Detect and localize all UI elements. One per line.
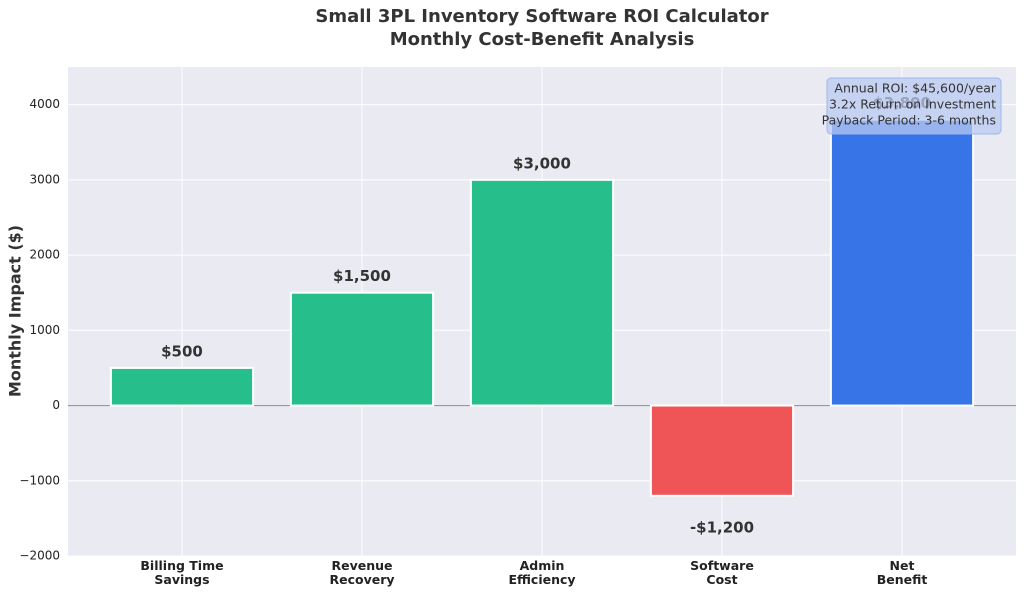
y-tick-label: 2000 bbox=[29, 248, 60, 262]
bar bbox=[109, 366, 255, 407]
x-tick-label-line: Revenue bbox=[331, 558, 392, 573]
bar bbox=[469, 178, 615, 407]
x-tick-label-line: Savings bbox=[154, 572, 209, 587]
x-tick-label: Admin Efficiency bbox=[508, 558, 575, 587]
y-tick-label: 3000 bbox=[29, 172, 60, 186]
bar bbox=[649, 404, 795, 497]
chart-title: Small 3PL Inventory Software ROI Calcula… bbox=[315, 6, 768, 27]
x-tick-label-line: Cost bbox=[706, 572, 737, 587]
x-tick-label-line: Benefit bbox=[877, 572, 928, 587]
x-tick-label: Software Cost bbox=[690, 558, 754, 587]
x-tick-label-line: Billing Time bbox=[140, 558, 223, 573]
y-tick-label: 1000 bbox=[29, 323, 60, 337]
x-tick-label: Billing Time Savings bbox=[140, 558, 223, 587]
x-tick-label: Revenue Recovery bbox=[329, 558, 394, 587]
x-tick-label-line: Recovery bbox=[329, 572, 394, 587]
y-tick-label: −2000 bbox=[19, 549, 60, 563]
bar bbox=[289, 291, 435, 407]
x-tick-label-line: Admin bbox=[520, 558, 565, 573]
bar bbox=[829, 118, 975, 407]
x-tick-label-line: Net bbox=[890, 558, 915, 573]
x-tick-label: Net Benefit bbox=[877, 558, 928, 587]
annotation-line: Annual ROI: $45,600/year bbox=[834, 81, 996, 96]
annotation-line: 3.2x Return on Investment bbox=[829, 97, 996, 112]
annotation-box bbox=[826, 77, 1002, 135]
value-label: -$1,200 bbox=[690, 518, 754, 536]
x-tick-label-line: Efficiency bbox=[508, 572, 575, 587]
annotation-line: Payback Period: 3-6 months bbox=[822, 113, 996, 128]
x-tick-label-line: Software bbox=[690, 558, 754, 573]
value-label: $1,500 bbox=[333, 267, 391, 285]
value-label: $500 bbox=[161, 342, 203, 360]
value-label: $3,000 bbox=[513, 154, 571, 172]
y-axis-label: Monthly Impact ($) bbox=[6, 225, 25, 397]
chart-subtitle: Monthly Cost-Benefit Analysis bbox=[390, 29, 695, 50]
y-tick-label: 0 bbox=[52, 398, 60, 412]
y-tick-label: 4000 bbox=[29, 97, 60, 111]
y-tick-label: −1000 bbox=[19, 473, 60, 487]
